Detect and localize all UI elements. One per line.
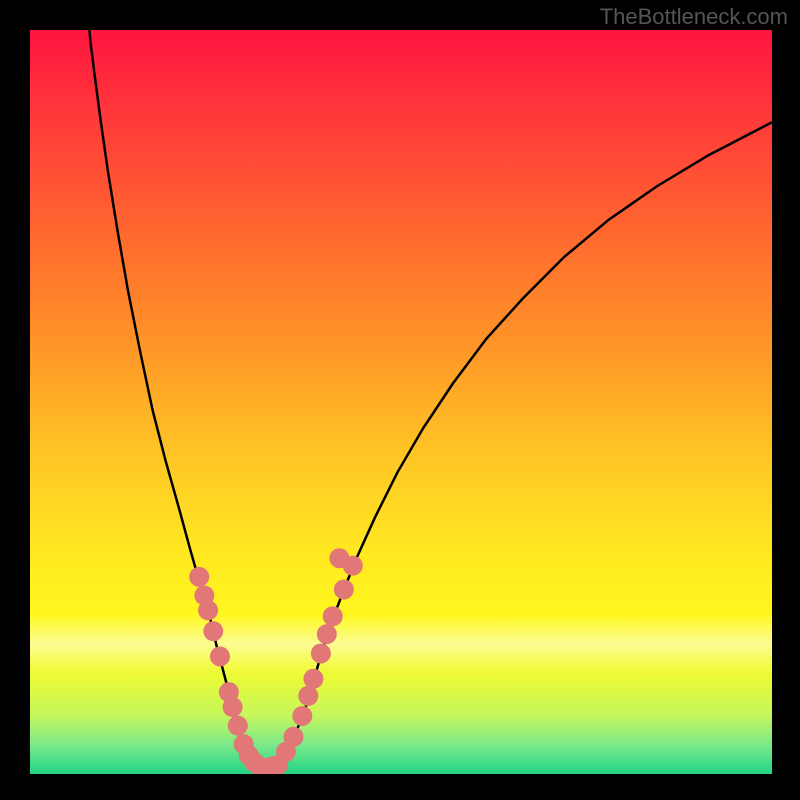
watermark-text: TheBottleneck.com bbox=[600, 4, 788, 30]
marker-point bbox=[311, 643, 331, 663]
border-bottom bbox=[0, 774, 800, 800]
border-right bbox=[772, 0, 800, 800]
marker-point bbox=[210, 646, 230, 666]
marker-point bbox=[317, 624, 337, 644]
marker-point bbox=[223, 697, 243, 717]
marker-point bbox=[228, 716, 248, 736]
marker-point bbox=[334, 579, 354, 599]
marker-point bbox=[189, 567, 209, 587]
marker-point bbox=[203, 621, 223, 641]
marker-point bbox=[323, 606, 343, 626]
marker-point bbox=[283, 727, 303, 747]
curve-left bbox=[89, 30, 267, 769]
marker-point bbox=[329, 548, 349, 568]
marker-group bbox=[189, 548, 363, 774]
plot-area bbox=[30, 30, 772, 774]
marker-point bbox=[298, 686, 318, 706]
plot-svg bbox=[30, 30, 772, 774]
border-left bbox=[0, 0, 30, 800]
marker-point bbox=[303, 669, 323, 689]
marker-point bbox=[198, 600, 218, 620]
marker-point bbox=[292, 706, 312, 726]
curve-right bbox=[267, 122, 772, 769]
